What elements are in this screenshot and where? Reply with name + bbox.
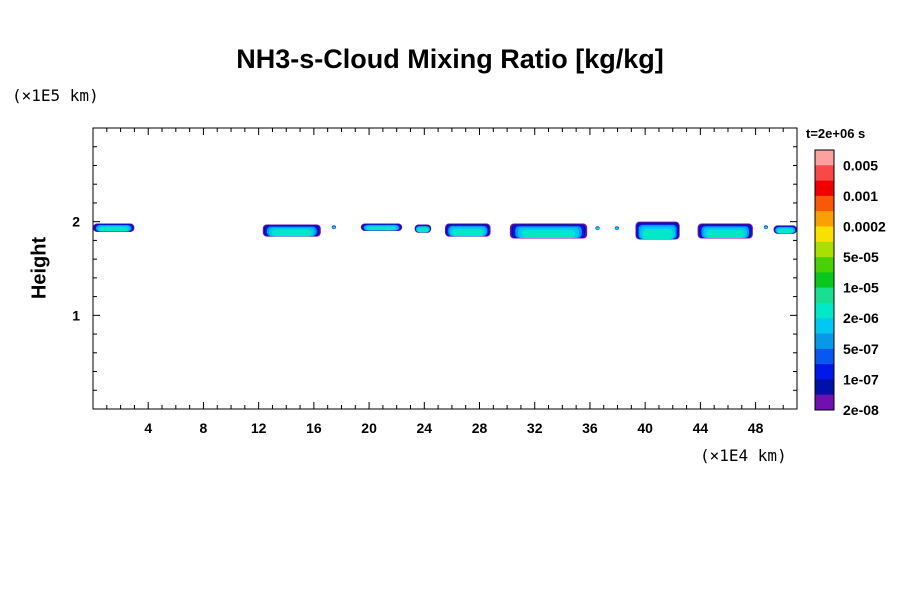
cloud-patch: [635, 221, 680, 240]
x-tick-label: 28: [472, 420, 488, 436]
colorbar-swatch: [815, 180, 834, 197]
y-unit-label: (×1E5 km): [12, 86, 99, 105]
cloud-shade: [99, 226, 128, 232]
x-tick-label: 20: [361, 420, 377, 436]
colorbar: 0.005 0.001 0.0002 5e-05 1e-05 2e-06 5e-07 1e-0…: [814, 149, 886, 418]
cloud-patch: [331, 225, 336, 230]
x-tick-label: 36: [582, 420, 598, 436]
cloud-shade: [367, 226, 396, 231]
colorbar-swatch: [815, 364, 834, 380]
colorbar-swatch: [815, 302, 834, 319]
x-tick-label: 8: [200, 420, 208, 436]
colorbar-label: 2e-06: [843, 310, 879, 326]
colorbar-swatch: [815, 272, 834, 288]
cloud-shade: [417, 227, 429, 233]
cloud-patch: [509, 223, 588, 239]
colorbar-swatch: [815, 226, 834, 243]
colorbar-swatch: [815, 165, 834, 181]
x-tick-label: 12: [251, 420, 267, 436]
x-tick-label: 48: [748, 420, 764, 436]
colorbar-swatch: [815, 257, 834, 273]
cloud-patch: [595, 226, 600, 231]
cloud-patch: [414, 224, 432, 233]
x-tick-label: 32: [527, 420, 543, 436]
cloud-shade: [522, 229, 576, 239]
cloud-layer: [93, 221, 797, 240]
y-tick-label: 2: [72, 214, 80, 230]
colorbar-swatch: [815, 150, 834, 166]
cloud-patch: [360, 223, 403, 232]
y-tick-label: 1: [72, 307, 80, 323]
colorbar-frame: [814, 149, 835, 411]
time-label: t=2e+06 s: [806, 126, 866, 141]
plot-frame: [92, 127, 798, 410]
cloud-patch: [773, 225, 797, 234]
cloud-patch: [763, 225, 769, 230]
cloud-shade: [764, 226, 768, 229]
colorbar-label: 5e-07: [843, 341, 879, 357]
cloud-shade: [271, 229, 312, 237]
colorbar-swatch: [815, 333, 834, 350]
cloud-shade: [615, 227, 619, 230]
cloud-shade: [642, 228, 673, 239]
cloud-shade: [706, 229, 745, 239]
x-tick-label: 44: [693, 420, 709, 436]
colorbar-swatch: [815, 348, 834, 365]
colorbar-label: 0.001: [843, 188, 878, 204]
colorbar-swatch: [815, 379, 834, 396]
colorbar-label: 0.0002: [843, 218, 886, 234]
cloud-shade: [452, 228, 484, 237]
cloud-patch: [445, 223, 491, 237]
x-tick-label: 4: [144, 420, 152, 436]
cloud-patch: [697, 223, 753, 239]
colorbar-label: 5e-05: [843, 249, 879, 265]
colorbar-swatch: [815, 211, 834, 227]
chart-title: NH3-s-Cloud Mixing Ratio [kg/kg]: [236, 44, 664, 74]
x-tick-label: 16: [306, 420, 322, 436]
colorbar-label: 0.005: [843, 157, 878, 173]
cloud-patch: [262, 224, 321, 237]
cloud-patch: [614, 226, 619, 231]
colorbar-swatch: [815, 394, 834, 411]
colorbar-label: 2e-08: [843, 402, 879, 418]
cloud-shade: [777, 228, 794, 234]
colorbar-swatch: [815, 241, 834, 258]
x-unit-label: (×1E4 km): [700, 446, 787, 465]
cloud-shade: [596, 227, 599, 230]
colorbar-label: 1e-07: [843, 371, 879, 387]
cloud-patch: [93, 223, 135, 232]
colorbar-swatch: [815, 318, 834, 334]
x-tick-label: 40: [637, 420, 653, 436]
x-tick-label: 24: [417, 420, 433, 436]
colorbar-swatch: [815, 195, 834, 212]
cloud-shade: [332, 226, 336, 229]
colorbar-swatch: [815, 287, 834, 304]
colorbar-label: 1e-05: [843, 280, 879, 296]
